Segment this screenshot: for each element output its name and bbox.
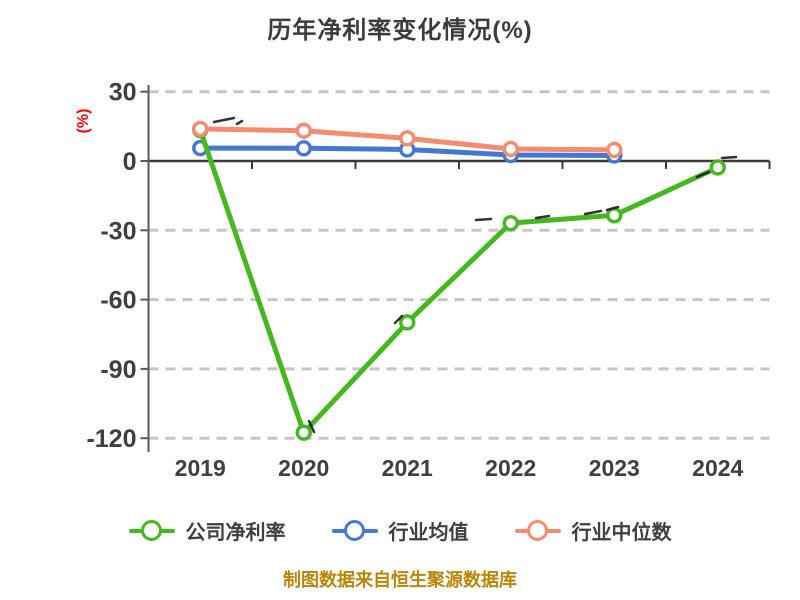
data-point-公司净利率	[502, 214, 519, 232]
plot-area: 30 0 -30 -60 -90 -120 2019 2020 2021 2022 2023 2024	[86, 79, 771, 481]
legend-marker-icon	[128, 519, 175, 542]
data-point-行业均值	[295, 140, 312, 157]
legend-marker-icon	[514, 519, 561, 542]
y-tick-label: 30	[109, 79, 137, 107]
data-source-note: 制图数据来自恒生聚源数据库	[283, 570, 517, 590]
x-tick-label: 2019	[175, 455, 226, 481]
tiny-label-artifact	[474, 217, 493, 222]
y-tick-label: 0	[123, 148, 137, 176]
data-point-行业中位数	[502, 140, 519, 158]
tiny-label-artifact	[720, 155, 738, 160]
x-tick-label: 2023	[589, 455, 640, 481]
tiny-label-artifact	[307, 419, 316, 434]
x-tick-label: 2022	[485, 455, 536, 481]
tiny-label-artifact	[235, 119, 244, 126]
legend-item-3[interactable]: 行业中位数	[514, 516, 672, 545]
legend-label: 行业中位数	[571, 522, 672, 544]
data-point-行业中位数	[399, 130, 416, 147]
y-tick-label: -90	[100, 356, 136, 384]
data-point-行业中位数	[295, 122, 312, 139]
data-point-行业中位数	[606, 141, 623, 159]
x-tick-label: 2024	[692, 455, 743, 481]
tiny-label-artifact	[212, 116, 236, 124]
legend-item-1[interactable]: 公司净利率	[128, 516, 286, 545]
legend: 公司净利率 行业均值 行业中位数	[0, 516, 800, 545]
legend-marker-icon	[331, 519, 378, 542]
legend-item-2[interactable]: 行业均值	[331, 516, 469, 545]
tiny-label-artifact	[695, 170, 711, 179]
tiny-label-artifact	[605, 205, 620, 212]
chart-title: 历年净利率变化情况(%)	[267, 17, 533, 44]
tiny-label-artifact	[583, 209, 603, 216]
data-point-公司净利率	[399, 314, 416, 331]
y-tick-label: -120	[86, 425, 136, 453]
data-point-公司净利率	[709, 159, 726, 176]
tiny-label-artifact	[393, 314, 404, 325]
tiny-label-artifact	[534, 214, 551, 220]
y-tick-label: -60	[100, 287, 136, 315]
x-tick-label: 2021	[382, 455, 433, 481]
legend-label: 行业均值	[388, 522, 469, 544]
x-tick-label: 2020	[278, 455, 329, 481]
data-point-行业中位数	[192, 120, 209, 138]
legend-label: 公司净利率	[185, 522, 286, 544]
y-tick-label: -30	[100, 217, 136, 245]
data-point-公司净利率	[606, 207, 623, 224]
data-point-公司净利率	[295, 424, 312, 441]
series-line-公司净利率	[197, 127, 721, 436]
